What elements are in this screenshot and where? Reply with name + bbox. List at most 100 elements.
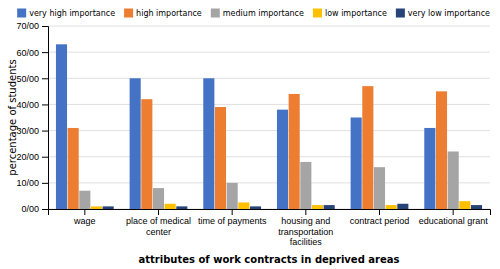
legend-label: very high importance [29, 9, 115, 18]
y-tick: 40/00 [16, 100, 48, 110]
grid-line [48, 26, 490, 27]
bar-series [91, 201, 470, 209]
bar-series [79, 151, 458, 209]
y-tick-label: 10/00 [16, 178, 39, 188]
bar [362, 86, 373, 209]
y-tick-label: 50/00 [16, 74, 39, 84]
bar [103, 206, 114, 209]
bar [386, 205, 397, 209]
bar [436, 91, 447, 209]
bar [203, 78, 214, 209]
bar [250, 206, 261, 209]
grid-line [48, 104, 490, 105]
bar-series [103, 204, 482, 209]
grid-line [48, 78, 490, 79]
x-tick: time of payments [198, 209, 267, 226]
bar [459, 201, 470, 209]
bar [56, 44, 67, 209]
x-tick-label: wage [73, 216, 96, 226]
legend-swatch [396, 9, 405, 18]
y-tick-mark [42, 157, 48, 158]
x-tick-label: educational grant [419, 216, 489, 226]
plot: 0/00 10/00 20/00 30/00 40/00 50/00 60/00 70/00 w… [16, 21, 490, 247]
bar [130, 78, 141, 209]
legend-label: low importance [325, 9, 387, 18]
bar [238, 202, 249, 209]
y-tick-mark [42, 26, 48, 27]
x-tick: housing andtransportationfacilities [278, 209, 333, 247]
y-tick: 70/00 [16, 21, 48, 31]
legend-item: medium importance [211, 9, 304, 18]
y-tick: 10/00 [16, 178, 48, 188]
x-tick: wage [73, 209, 96, 226]
bar [165, 204, 176, 209]
bar [91, 206, 102, 209]
y-axis-title: percentage of students [7, 59, 18, 175]
y-tick-label: 0/00 [21, 204, 39, 214]
x-tick-mark [84, 209, 85, 215]
grid-line [48, 182, 490, 183]
y-tick-mark [42, 104, 48, 105]
y-tick: 50/00 [16, 74, 48, 84]
grid-line [48, 156, 490, 157]
bar [424, 128, 435, 209]
bar [324, 205, 335, 209]
legend-item: high importance [124, 9, 202, 18]
x-axis-title: attributes of work contracts in deprived… [139, 254, 400, 265]
bar [141, 99, 152, 209]
bar [79, 191, 90, 209]
y-tick-mark [42, 131, 48, 132]
x-tick: contract period [350, 209, 410, 226]
x-axis-line [49, 210, 491, 216]
x-tick-label: place of medicalcenter [126, 216, 191, 236]
bar [374, 167, 385, 209]
y-tick: 0/00 [21, 204, 48, 214]
bar [227, 183, 238, 209]
x-axis: wage place of medicalcenter time of paymen… [49, 209, 491, 247]
x-tick-label: housing andtransportationfacilities [278, 216, 333, 247]
legend-swatch [17, 9, 26, 18]
legend: very high importance high importance mediu… [17, 9, 490, 18]
legend-swatch [211, 9, 220, 18]
x-tick-mark [158, 209, 159, 215]
y-tick-mark [42, 183, 48, 184]
y-tick-mark [42, 78, 48, 79]
legend-label: medium importance [223, 9, 304, 18]
y-tick-label: 60/00 [16, 48, 39, 58]
x-tick-mark [305, 209, 306, 215]
grid-line [48, 130, 490, 131]
legend-item: very low importance [396, 9, 490, 18]
bar-series [68, 86, 447, 209]
x-tick-label: time of payments [198, 216, 267, 226]
legend-label: very low importance [408, 9, 490, 18]
bar [153, 188, 164, 209]
bar [471, 205, 482, 209]
y-axis-line [42, 27, 49, 210]
bar [351, 118, 362, 210]
bar [277, 110, 288, 209]
y-tick-label: 30/00 [16, 126, 39, 136]
legend-item: very high importance [17, 9, 115, 18]
bar [289, 94, 300, 209]
y-axis: 0/00 10/00 20/00 30/00 40/00 50/00 60/00 70/00 [16, 21, 48, 214]
legend-item: low importance [313, 9, 387, 18]
y-tick: 20/00 [16, 152, 48, 162]
x-tick-mark [453, 209, 454, 215]
bars [56, 44, 482, 209]
x-tick: place of medicalcenter [126, 209, 191, 237]
legend-swatch [313, 9, 322, 18]
bar [312, 205, 323, 209]
bar [397, 204, 408, 209]
legend-swatch [124, 9, 133, 18]
y-tick: 60/00 [16, 48, 48, 58]
bar-series [56, 44, 435, 209]
y-tick-label: 40/00 [16, 100, 39, 110]
bar [300, 162, 311, 209]
grid [48, 26, 490, 209]
x-tick: educational grant [419, 209, 489, 226]
legend-label: high importance [136, 9, 202, 18]
bar [176, 206, 187, 209]
y-tick-mark [42, 209, 48, 210]
grid-line [48, 52, 490, 53]
bar [215, 107, 226, 209]
